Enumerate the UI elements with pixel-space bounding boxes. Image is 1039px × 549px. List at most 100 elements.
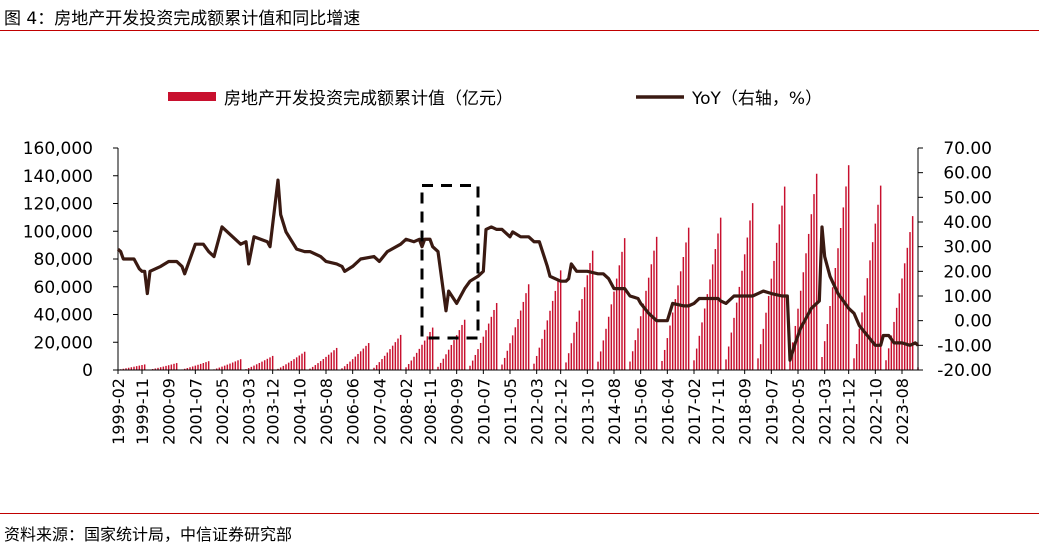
bar: [122, 368, 125, 370]
bar: [237, 360, 239, 370]
bar: [695, 348, 698, 370]
bar: [554, 290, 557, 370]
x-tick-label: 2003-03: [240, 378, 259, 445]
bar: [778, 224, 781, 370]
x-tick-label: 2005-08: [317, 378, 336, 445]
bar: [485, 330, 487, 370]
bar: [735, 302, 738, 370]
bar: [311, 366, 314, 370]
bar: [253, 365, 255, 370]
bar: [159, 367, 162, 370]
bar: [570, 343, 573, 370]
bar: [586, 275, 589, 370]
bar: [887, 348, 890, 370]
legend-bar-label: 房地产开发投资完成额累计值（亿元）: [224, 89, 513, 109]
x-tick-label: 2019-07: [762, 378, 781, 445]
bar: [197, 364, 199, 370]
bar: [591, 250, 594, 370]
bar: [789, 357, 791, 370]
bar: [250, 366, 253, 370]
x-tick-label: 2003-12: [264, 378, 283, 445]
x-tick-label: 2017-11: [709, 378, 728, 445]
bar: [682, 257, 685, 370]
bar: [741, 270, 743, 370]
bar: [295, 357, 298, 370]
bar: [282, 365, 285, 370]
bar: [743, 254, 746, 370]
bar: [373, 367, 375, 370]
bar: [141, 365, 143, 370]
bar: [842, 207, 845, 370]
bar: [335, 347, 338, 370]
right-tick-label: -10.00: [937, 336, 992, 356]
bar: [679, 271, 682, 370]
bar: [834, 268, 837, 370]
bar: [911, 216, 914, 370]
bar: [279, 367, 282, 370]
x-tick-label: 2022-10: [866, 378, 885, 445]
bar: [165, 365, 167, 370]
bar: [661, 360, 663, 370]
bar: [421, 344, 423, 370]
left-tick-label: 80,000: [34, 250, 93, 270]
bar: [810, 214, 813, 370]
bar: [621, 251, 623, 370]
bar: [445, 354, 447, 370]
bar: [357, 353, 359, 370]
bar: [234, 361, 237, 370]
bar: [906, 247, 909, 370]
bar: [757, 358, 759, 370]
bar: [455, 335, 458, 370]
bar: [783, 186, 786, 370]
legend-bar-swatch: [168, 92, 216, 101]
bar: [442, 358, 445, 370]
bar: [821, 357, 823, 370]
bar: [354, 356, 357, 370]
x-tick-label: 2006-06: [344, 378, 363, 445]
bar: [133, 366, 135, 370]
bar: [815, 173, 818, 370]
bar: [487, 323, 490, 370]
bar: [629, 361, 631, 370]
left-tick-label: 60,000: [34, 278, 93, 298]
bar: [759, 344, 762, 370]
bar: [514, 327, 517, 370]
left-tick-label: 100,000: [23, 222, 93, 242]
bar: [463, 319, 466, 370]
left-tick-label: 40,000: [34, 306, 93, 326]
bar: [615, 278, 618, 370]
bar: [597, 361, 599, 370]
x-tick-label: 2002-05: [213, 378, 232, 445]
bar: [813, 194, 815, 370]
bar: [175, 363, 178, 370]
bar: [631, 351, 634, 370]
bar: [543, 329, 546, 370]
bar: [525, 293, 527, 370]
bar: [170, 364, 173, 370]
bar: [746, 237, 749, 370]
bar: [474, 354, 477, 370]
source-note: 资料来源：国家统计局，中信证券研究部: [4, 525, 293, 544]
bar: [327, 354, 330, 370]
bar: [263, 360, 266, 370]
bar: [573, 332, 575, 370]
bar: [559, 270, 562, 370]
bar: [551, 300, 554, 370]
bar: [431, 327, 434, 370]
bar: [647, 277, 650, 370]
x-tick-label: 2020-05: [789, 378, 808, 445]
bar: [461, 324, 463, 370]
bar: [890, 335, 893, 370]
bar: [567, 353, 570, 370]
bar: [397, 338, 399, 370]
bar: [879, 185, 882, 370]
bar: [837, 248, 839, 370]
bar: [885, 360, 887, 370]
right-tick-label: 30.00: [943, 238, 992, 258]
bar: [898, 293, 901, 370]
bar: [493, 309, 495, 370]
bar: [450, 344, 453, 370]
x-tick-label: 2008-02: [397, 378, 416, 445]
bar: [599, 351, 602, 370]
bar: [130, 367, 133, 370]
